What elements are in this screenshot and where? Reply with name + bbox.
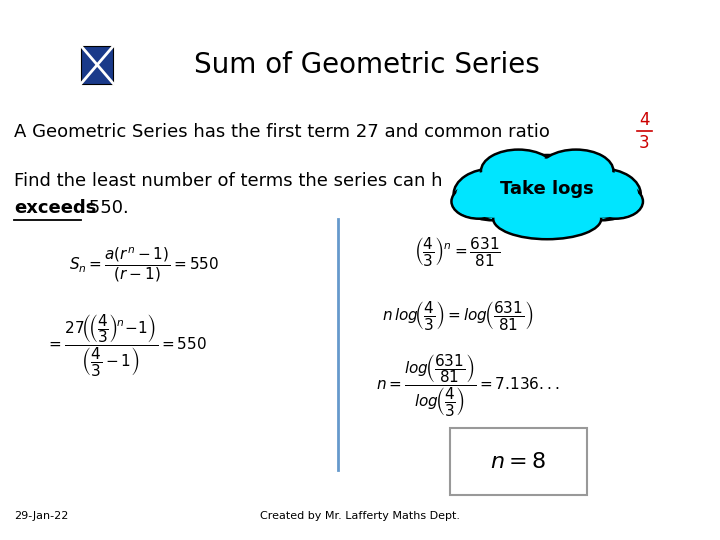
Ellipse shape	[456, 171, 530, 218]
Ellipse shape	[541, 152, 611, 191]
Ellipse shape	[562, 168, 641, 220]
Text: Find the least number of terms the series can h: Find the least number of terms the serie…	[14, 172, 443, 190]
FancyBboxPatch shape	[450, 428, 587, 495]
Ellipse shape	[539, 150, 613, 193]
Ellipse shape	[454, 168, 533, 220]
Text: 4: 4	[639, 111, 649, 130]
Ellipse shape	[454, 186, 504, 217]
Text: $S_n = \dfrac{a(r^n - 1)}{(r - 1)} = 550$: $S_n = \dfrac{a(r^n - 1)}{(r - 1)} = 550…	[69, 245, 219, 284]
Text: Created by Mr. Lafferty Maths Dept.: Created by Mr. Lafferty Maths Dept.	[260, 511, 460, 521]
Text: exceeds: exceeds	[14, 199, 96, 217]
FancyBboxPatch shape	[81, 46, 114, 84]
Text: $n\,log\!\left(\dfrac{4}{3}\right) = log\!\left(\dfrac{631}{81}\right)$: $n\,log\!\left(\dfrac{4}{3}\right) = log…	[382, 299, 533, 333]
Ellipse shape	[451, 184, 506, 219]
Text: Sum of Geometric Series: Sum of Geometric Series	[194, 51, 540, 79]
Ellipse shape	[481, 150, 556, 193]
Text: Take logs: Take logs	[500, 180, 594, 198]
Ellipse shape	[479, 155, 616, 228]
Text: A Geometric Series has the first term 27 and common ratio: A Geometric Series has the first term 27…	[14, 123, 550, 141]
Text: 29-Jan-22: 29-Jan-22	[14, 511, 69, 521]
Ellipse shape	[588, 184, 643, 219]
Ellipse shape	[564, 171, 638, 218]
Ellipse shape	[497, 200, 598, 237]
Text: $n = 8$: $n = 8$	[490, 451, 546, 472]
Ellipse shape	[484, 152, 553, 191]
Text: 550.: 550.	[83, 199, 129, 217]
Ellipse shape	[484, 159, 611, 225]
Ellipse shape	[493, 198, 601, 239]
Text: 3: 3	[639, 134, 649, 152]
Text: $= \dfrac{27\!\left(\!\left(\dfrac{4}{3}\right)^{\!n}\!-\!1\right)}{\left(\dfrac: $= \dfrac{27\!\left(\!\left(\dfrac{4}{3}…	[45, 312, 207, 379]
Ellipse shape	[590, 186, 641, 217]
Text: $n = \dfrac{log\!\left(\dfrac{631}{81}\right)}{log\!\left(\dfrac{4}{3}\right)} =: $n = \dfrac{log\!\left(\dfrac{631}{81}\r…	[377, 353, 559, 420]
Text: $\left(\dfrac{4}{3}\right)^{n} = \dfrac{631}{81}$: $\left(\dfrac{4}{3}\right)^{n} = \dfrac{…	[414, 234, 500, 268]
